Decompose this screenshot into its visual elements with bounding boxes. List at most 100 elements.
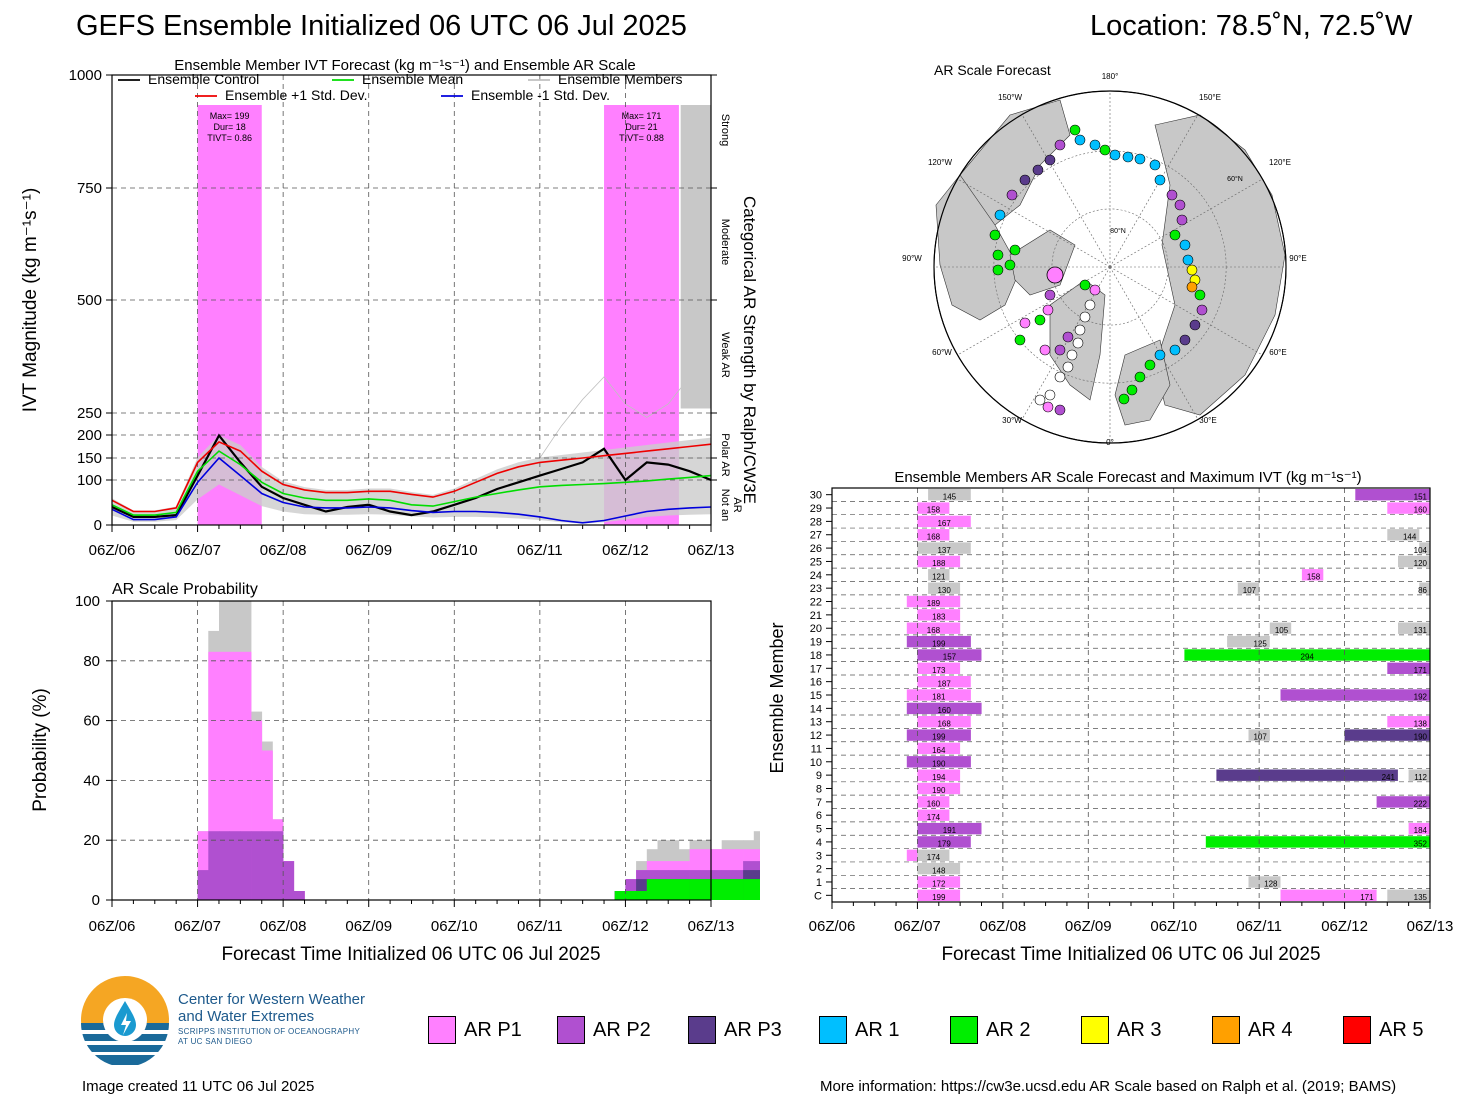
x-tick-label: 06Z/09 xyxy=(345,542,392,559)
ar-point xyxy=(1154,174,1166,186)
ar-point xyxy=(1126,384,1138,396)
ar-point xyxy=(1042,401,1054,413)
member-max-ivt: 189 xyxy=(927,599,941,608)
legend-swatch xyxy=(1212,1016,1240,1044)
member-ar-bar xyxy=(1376,796,1430,808)
member-ar-bar xyxy=(1248,876,1281,888)
ar-point xyxy=(1054,139,1066,151)
category-label: Strong xyxy=(719,114,731,146)
probability-bar xyxy=(678,879,690,900)
series-line xyxy=(111,456,712,524)
category-label: Polar AR xyxy=(719,433,731,476)
page-title: GEFS Ensemble Initialized 06 UTC 06 Jul … xyxy=(76,10,687,42)
member-max-ivt: 160 xyxy=(927,800,941,809)
member-label: 9 xyxy=(816,770,822,782)
member-chart: Ensemble Members AR Scale Forecast and M… xyxy=(767,469,1453,965)
member-max-ivt: 138 xyxy=(1414,719,1428,728)
member-label: 20 xyxy=(810,623,822,635)
member-max-ivt: 167 xyxy=(937,519,951,528)
x-tick-label: 06Z/11 xyxy=(1236,918,1282,935)
member-max-ivt: 174 xyxy=(927,853,941,862)
y-tick-label: 250 xyxy=(77,405,102,422)
y-tick-label: 0 xyxy=(92,892,100,909)
member-ar-bar xyxy=(917,742,961,755)
member-ar-bar xyxy=(1184,649,1430,661)
ar-event-shade xyxy=(680,105,711,409)
member-label: 21 xyxy=(810,610,822,622)
legend-label: AR P3 xyxy=(724,1018,782,1041)
member-max-ivt: 145 xyxy=(943,492,957,501)
member-ar-bar xyxy=(1387,662,1430,674)
ar-point xyxy=(1194,289,1206,301)
member-ar-bar xyxy=(917,889,961,901)
member-label: 22 xyxy=(810,597,822,609)
member-ar-bar xyxy=(1398,555,1430,568)
member-label: 30 xyxy=(810,490,822,502)
member-ar-bar xyxy=(917,769,961,781)
member-label: 5 xyxy=(816,824,822,836)
ar-point xyxy=(994,209,1006,221)
probability-bar xyxy=(261,831,273,900)
meridian-line xyxy=(1109,114,1199,268)
member-label: 13 xyxy=(810,717,822,729)
member-ar-bar xyxy=(1387,889,1430,901)
probability-bar xyxy=(219,831,230,900)
probability-bar xyxy=(208,651,220,900)
legend-label: AR 2 xyxy=(986,1018,1031,1041)
longitude-label: 90°W xyxy=(902,254,922,263)
ar-point xyxy=(1034,314,1046,326)
member-ar-bar xyxy=(917,555,961,568)
legend-swatch xyxy=(950,1016,978,1044)
member-max-ivt: 86 xyxy=(1418,586,1427,595)
x-tick-label: 06Z/06 xyxy=(89,918,136,935)
latitude-label: 80°N xyxy=(1110,227,1126,235)
longitude-label: 180° xyxy=(1102,72,1119,81)
legend-item: AR 1 xyxy=(819,1015,899,1045)
meridian-line xyxy=(1021,114,1111,268)
ar-strength-label: Categorical AR Strength by Ralph/CW3E xyxy=(740,196,759,504)
member-ar-bar xyxy=(1398,622,1430,634)
member-ar-bar xyxy=(917,662,961,674)
meridian-line xyxy=(1109,266,1199,420)
probability-bar xyxy=(668,879,680,900)
probability-bar xyxy=(700,879,712,900)
logo-institution: SCRIPPS INSTITUTION OF OCEANOGRAPHY AT U… xyxy=(178,1027,398,1047)
ar-point xyxy=(1074,324,1086,336)
category-label: Moderate xyxy=(719,219,731,265)
latitude-circle xyxy=(1051,208,1169,326)
member-label: 17 xyxy=(810,663,822,675)
member-max-ivt: 199 xyxy=(932,639,946,648)
x-tick-label: 06Z/06 xyxy=(809,918,856,935)
member-max-ivt: 158 xyxy=(1307,572,1321,581)
ar-scale-map: AR Scale Forecast 180° 150°W 150°E 120°W 120°… xyxy=(902,62,1307,447)
longitude-label: 60°E xyxy=(1269,348,1286,357)
ar-event-stat: Dur= 21 xyxy=(625,122,657,132)
member-label: 3 xyxy=(816,850,822,862)
member-max-ivt: 181 xyxy=(932,693,946,702)
ar-point xyxy=(1109,149,1121,161)
member-max-ivt: 199 xyxy=(932,733,946,742)
member-max-ivt: 174 xyxy=(927,813,941,822)
member-ar-bar xyxy=(906,849,918,861)
member-max-ivt: 190 xyxy=(932,786,946,795)
legend-label: Ensemble Control xyxy=(148,71,259,87)
member-max-ivt: 164 xyxy=(932,746,946,755)
member-label: 7 xyxy=(816,797,822,809)
ar-point xyxy=(1186,281,1198,293)
member-max-ivt: 171 xyxy=(1360,893,1374,902)
x-tick-label: 06Z/09 xyxy=(1065,918,1112,935)
category-label: Not an xyxy=(719,489,731,521)
series-line xyxy=(111,440,712,513)
x-tick-label: 06Z/12 xyxy=(602,918,649,935)
member-ar-bar xyxy=(1408,822,1430,835)
probability-chart: AR Scale Probability Probability (%) 0 20… xyxy=(30,581,760,965)
member-ar-bar xyxy=(917,796,950,808)
member-label: 4 xyxy=(816,837,822,849)
member-label: 10 xyxy=(810,757,822,769)
member-ar-bar xyxy=(906,689,971,701)
ar-scale-legend: AR P1 AR P2 AR P3 AR 1 AR 2 AR 3 AR 4 AR… xyxy=(428,1015,1428,1045)
logo-line3: SCRIPPS INSTITUTION OF OCEANOGRAPHY xyxy=(178,1027,361,1036)
y-tick-label: 100 xyxy=(77,472,102,489)
ar-point xyxy=(1074,134,1086,146)
prob-x-label: Forecast Time Initialized 06 UTC 06 Jul … xyxy=(221,944,600,965)
